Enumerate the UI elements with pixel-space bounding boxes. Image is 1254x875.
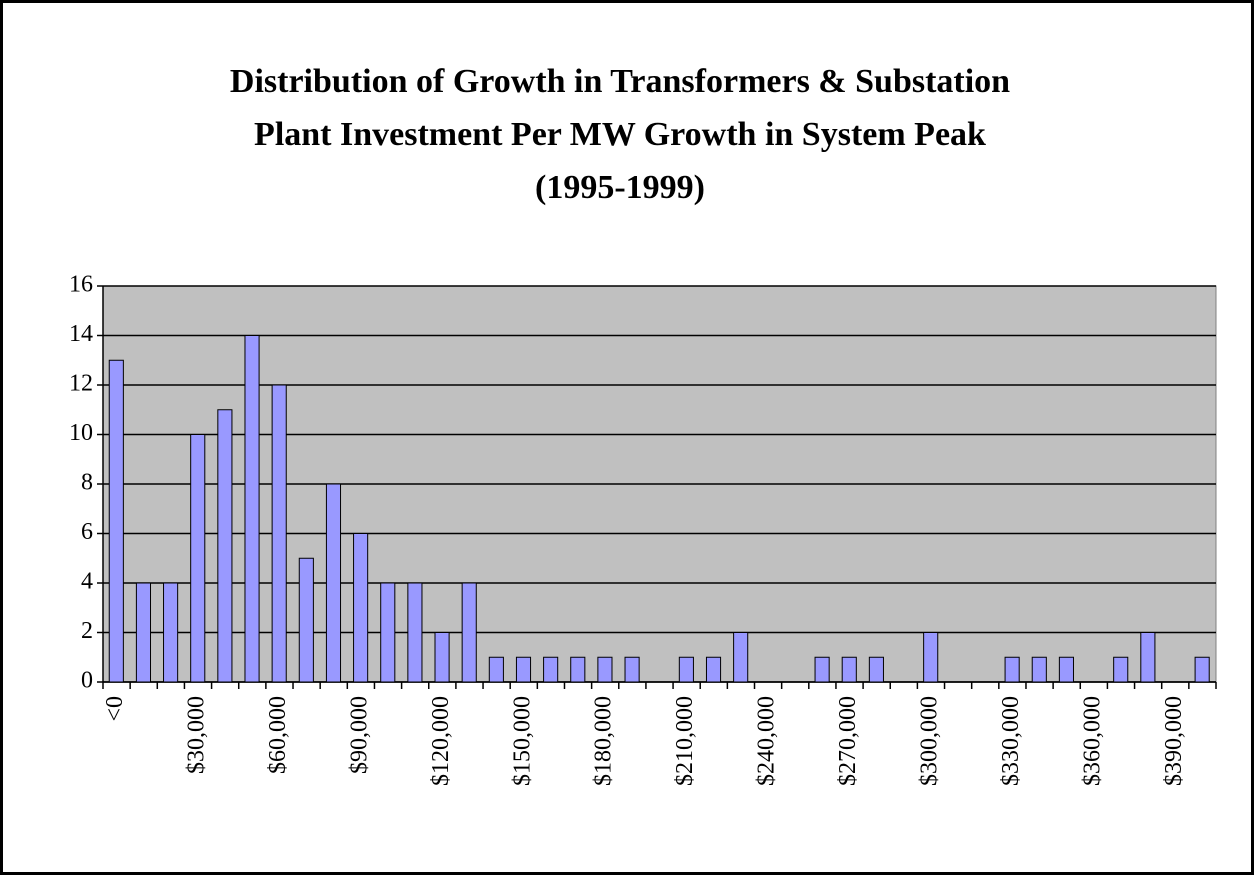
bar [515, 656, 532, 683]
chart-title: (1995-1999) [535, 169, 705, 206]
y-tick-label: 16 [69, 272, 93, 298]
y-tick-label: 8 [81, 470, 93, 496]
bar [1113, 656, 1129, 683]
bar [1031, 656, 1047, 683]
x-tick-label: $90,000 [346, 696, 372, 774]
x-tick-label: <0 [102, 696, 128, 722]
bar [733, 632, 749, 683]
x-tick-label: $180,000 [591, 696, 617, 786]
y-tick-label: 2 [81, 618, 93, 644]
bar [325, 483, 342, 683]
bar [488, 656, 504, 683]
x-tick-label: $240,000 [754, 696, 780, 786]
y-tick-label: 12 [69, 371, 93, 397]
bar [923, 632, 939, 683]
x-tick-label: $270,000 [835, 696, 861, 786]
bar [597, 656, 613, 683]
x-tick-label: $150,000 [509, 696, 535, 786]
x-tick-label: $60,000 [265, 696, 291, 774]
bar [814, 656, 830, 683]
y-tick-label: 4 [81, 569, 93, 595]
x-tick-label: $360,000 [1079, 696, 1105, 786]
bar [407, 582, 423, 683]
bar [217, 409, 233, 683]
bar [1058, 656, 1074, 683]
bar [868, 656, 884, 683]
bar [190, 434, 206, 683]
x-tick-label: $30,000 [184, 696, 210, 774]
bar [1194, 656, 1210, 683]
bar [298, 557, 314, 683]
bar [380, 582, 396, 683]
bar [841, 656, 857, 683]
x-tick-label: $120,000 [428, 696, 454, 786]
bar [543, 656, 559, 683]
bar [271, 384, 287, 683]
x-tick-label: $300,000 [916, 696, 942, 786]
x-tick-label: $210,000 [672, 696, 698, 786]
chart-title: Distribution of Growth in Transformers &… [230, 63, 1010, 100]
y-tick-label: 0 [81, 668, 93, 694]
y-tick-label: 14 [69, 321, 93, 347]
x-tick-label: $330,000 [998, 696, 1024, 786]
bar [163, 582, 179, 683]
bar [1004, 656, 1020, 683]
y-tick-label: 10 [69, 420, 93, 446]
bar [705, 656, 722, 683]
bar [353, 533, 369, 683]
bar [570, 656, 586, 683]
bar [135, 582, 152, 683]
bar [678, 656, 694, 683]
bar [461, 582, 477, 683]
x-tick-label: $390,000 [1161, 696, 1187, 786]
y-tick-label: 6 [81, 519, 93, 545]
bar [244, 335, 260, 683]
bar [434, 632, 450, 683]
chart-title: Plant Investment Per MW Growth in System… [254, 116, 986, 153]
bar [624, 656, 640, 683]
bar [1140, 632, 1156, 683]
bar [108, 359, 124, 683]
